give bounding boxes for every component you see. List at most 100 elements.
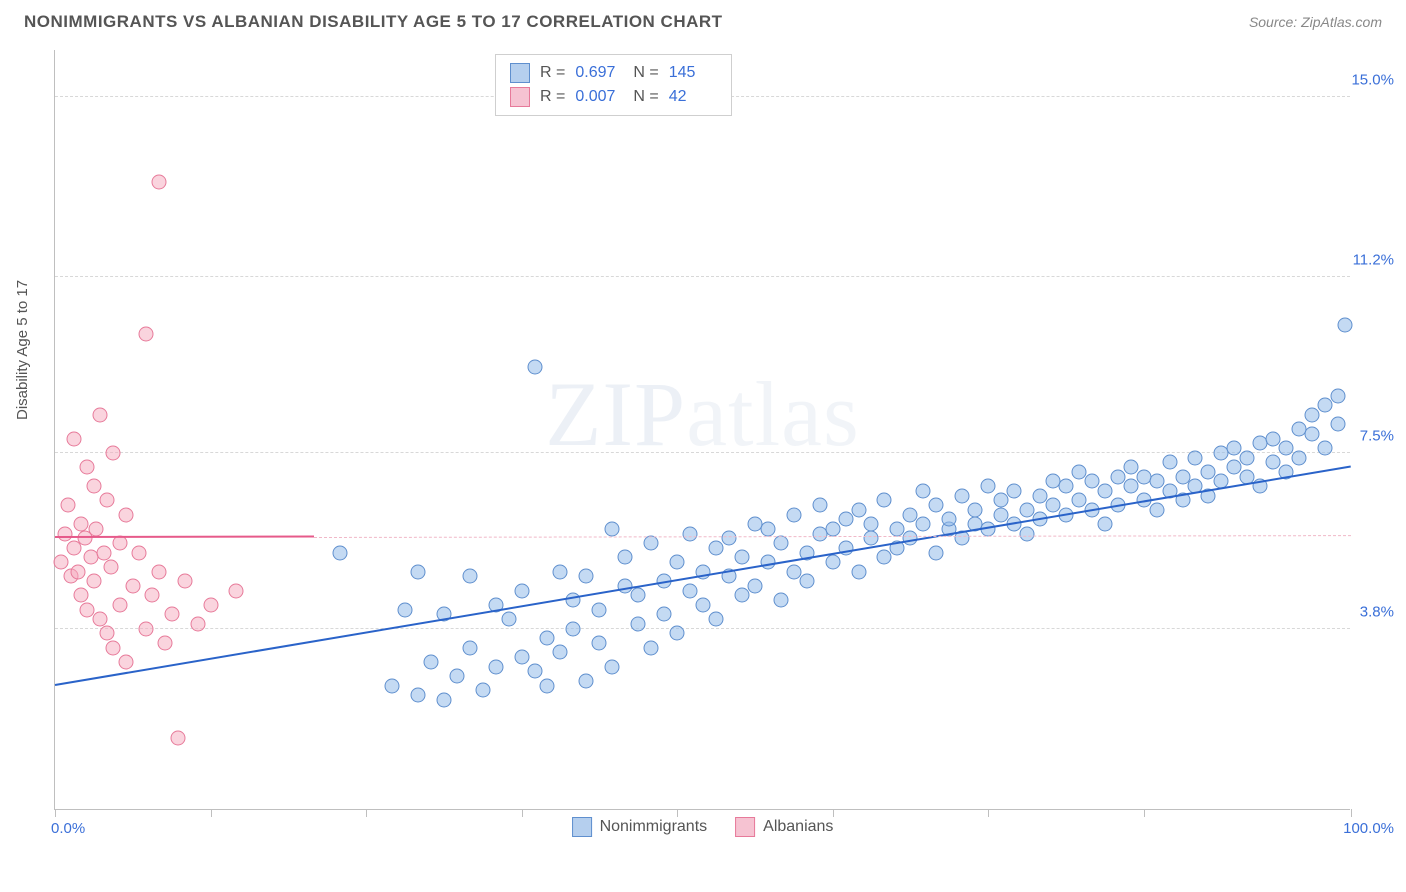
point-nonimmigrants [747, 578, 762, 593]
point-nonimmigrants [618, 550, 633, 565]
y-tick-label: 7.5% [1360, 427, 1394, 444]
point-nonimmigrants [877, 550, 892, 565]
point-nonimmigrants [1020, 526, 1035, 541]
point-nonimmigrants [864, 517, 879, 532]
point-nonimmigrants [760, 521, 775, 536]
point-nonimmigrants [851, 564, 866, 579]
point-albanians [164, 607, 179, 622]
stat-n-label: N = [633, 88, 658, 106]
plot-wrap: ZIPatlas 3.8%7.5%11.2%15.0%0.0%100.0%R =… [50, 50, 1380, 830]
point-albanians [54, 555, 69, 570]
point-nonimmigrants [1058, 479, 1073, 494]
legend-swatch [572, 817, 592, 837]
point-nonimmigrants [566, 621, 581, 636]
point-nonimmigrants [540, 631, 555, 646]
point-nonimmigrants [825, 521, 840, 536]
point-nonimmigrants [734, 550, 749, 565]
point-albanians [106, 640, 121, 655]
point-nonimmigrants [540, 678, 555, 693]
point-nonimmigrants [1305, 407, 1320, 422]
y-tick-label: 11.2% [1353, 252, 1394, 269]
point-albanians [60, 498, 75, 513]
x-tick [833, 809, 834, 817]
point-albanians [229, 583, 244, 598]
trend-line [55, 465, 1351, 685]
point-albanians [138, 327, 153, 342]
trend-line [314, 535, 1351, 538]
point-nonimmigrants [475, 683, 490, 698]
plot-area: ZIPatlas 3.8%7.5%11.2%15.0%0.0%100.0%R =… [54, 50, 1350, 810]
point-nonimmigrants [605, 521, 620, 536]
point-nonimmigrants [553, 645, 568, 660]
point-albanians [103, 559, 118, 574]
gridline [55, 628, 1350, 629]
trend-line [55, 536, 314, 538]
point-nonimmigrants [501, 612, 516, 627]
x-tick [522, 809, 523, 817]
point-nonimmigrants [786, 507, 801, 522]
point-nonimmigrants [916, 483, 931, 498]
point-albanians [138, 621, 153, 636]
point-albanians [158, 635, 173, 650]
point-nonimmigrants [384, 678, 399, 693]
point-nonimmigrants [436, 692, 451, 707]
gridline [55, 276, 1350, 277]
stat-r-value: 0.007 [575, 88, 623, 106]
stat-r-value: 0.697 [575, 64, 623, 82]
point-albanians [97, 545, 112, 560]
point-nonimmigrants [514, 650, 529, 665]
point-nonimmigrants [333, 545, 348, 560]
point-nonimmigrants [1162, 455, 1177, 470]
point-nonimmigrants [449, 669, 464, 684]
point-nonimmigrants [773, 593, 788, 608]
point-nonimmigrants [1305, 426, 1320, 441]
point-nonimmigrants [527, 664, 542, 679]
x-tick [366, 809, 367, 817]
point-albanians [99, 493, 114, 508]
point-nonimmigrants [864, 531, 879, 546]
point-nonimmigrants [1331, 388, 1346, 403]
point-nonimmigrants [1097, 517, 1112, 532]
point-albanians [125, 578, 140, 593]
stat-n-value: 145 [669, 64, 717, 82]
point-nonimmigrants [631, 616, 646, 631]
legend-swatch [510, 63, 530, 83]
point-albanians [71, 564, 86, 579]
point-albanians [177, 574, 192, 589]
point-nonimmigrants [644, 640, 659, 655]
x-tick [1351, 809, 1352, 817]
stat-r-label: R = [540, 88, 565, 106]
point-nonimmigrants [929, 545, 944, 560]
point-nonimmigrants [968, 502, 983, 517]
x-tick [1144, 809, 1145, 817]
legend-label: Albanians [763, 818, 833, 836]
point-albanians [86, 574, 101, 589]
point-albanians [203, 597, 218, 612]
point-nonimmigrants [410, 688, 425, 703]
point-nonimmigrants [1292, 450, 1307, 465]
point-nonimmigrants [1318, 398, 1333, 413]
x-tick [677, 809, 678, 817]
point-albanians [112, 597, 127, 612]
y-axis-label: Disability Age 5 to 17 [14, 280, 31, 420]
stat-n-value: 42 [669, 88, 717, 106]
point-nonimmigrants [929, 498, 944, 513]
point-nonimmigrants [397, 602, 412, 617]
legend-swatch [735, 817, 755, 837]
point-nonimmigrants [1240, 450, 1255, 465]
stats-row: R =0.697N =145 [510, 61, 717, 85]
bottom-legend: Nonimmigrants Albanians [572, 817, 834, 837]
point-nonimmigrants [773, 536, 788, 551]
point-nonimmigrants [812, 498, 827, 513]
point-nonimmigrants [423, 654, 438, 669]
point-albanians [106, 445, 121, 460]
point-nonimmigrants [488, 659, 503, 674]
legend-item: Nonimmigrants [572, 817, 708, 837]
legend-item: Albanians [735, 817, 833, 837]
source-label: Source: ZipAtlas.com [1249, 14, 1382, 30]
y-tick-label: 3.8% [1360, 603, 1394, 620]
point-albanians [132, 545, 147, 560]
point-albanians [73, 588, 88, 603]
point-nonimmigrants [644, 536, 659, 551]
point-albanians [73, 517, 88, 532]
